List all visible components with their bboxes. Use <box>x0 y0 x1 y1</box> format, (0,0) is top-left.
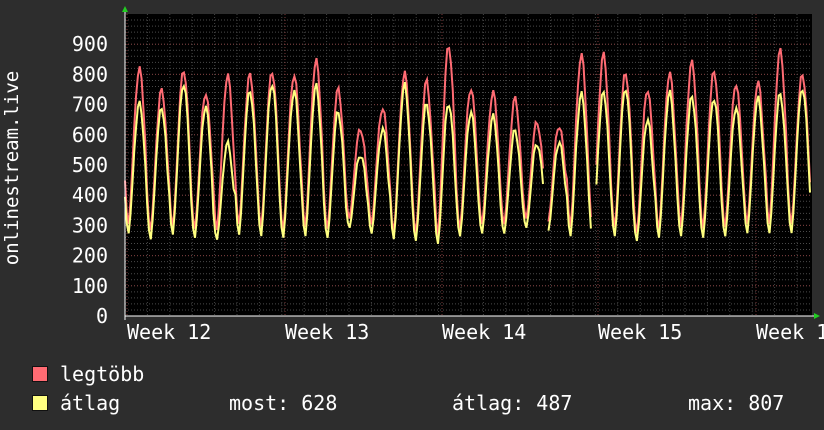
y-tick-label: 0 <box>96 304 108 328</box>
y-axis-label: onlinestream.live <box>1 70 23 266</box>
stat-maximum: max: 807 <box>688 391 785 415</box>
x-axis-arrow-icon <box>814 313 820 319</box>
legend-label-avg: átlag <box>60 391 121 415</box>
y-tick-label: 100 <box>72 274 108 298</box>
series-lines <box>124 46 811 244</box>
legend-label-max: legtöbb <box>60 362 145 386</box>
stat-average: átlag: 487 <box>452 391 573 415</box>
stat-current: most: 628 <box>229 391 338 415</box>
grid <box>124 14 812 316</box>
y-tick-label: 800 <box>72 62 108 86</box>
series-line-avg <box>124 81 811 244</box>
axes <box>122 6 820 320</box>
x-axis-ticks: Week 12 Week 13 Week 14 Week 15 Week 1 <box>127 320 824 344</box>
y-tick-label: 500 <box>72 153 108 177</box>
y-tick-label: 900 <box>72 32 108 56</box>
x-tick-label: Week 1 <box>756 320 824 344</box>
y-axis-arrow-icon <box>122 6 128 12</box>
legend-item-max: legtöbb <box>32 362 145 386</box>
y-tick-label: 700 <box>72 93 108 117</box>
y-tick-label: 200 <box>72 244 108 268</box>
y-axis-ticks: 0 100 200 300 400 500 600 700 800 900 <box>72 32 108 328</box>
x-tick-label: Week 14 <box>442 320 526 344</box>
y-tick-label: 600 <box>72 123 108 147</box>
y-tick-label: 300 <box>72 213 108 237</box>
x-tick-label: Week 15 <box>598 320 682 344</box>
x-tick-label: Week 13 <box>285 320 369 344</box>
legend-swatch-avg <box>32 395 48 411</box>
legend-item-avg: átlag <box>32 391 121 415</box>
y-tick-label: 400 <box>72 183 108 207</box>
x-tick-label: Week 12 <box>127 320 211 344</box>
legend-swatch-max <box>32 366 48 382</box>
